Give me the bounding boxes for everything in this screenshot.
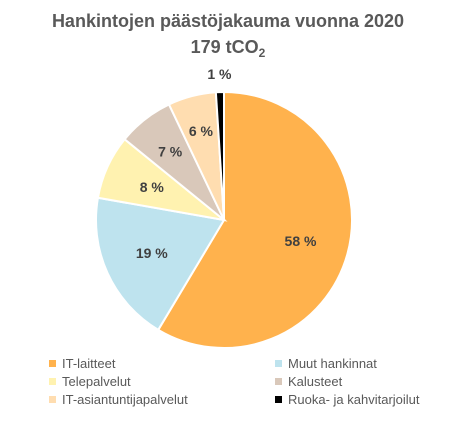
pie-slice-1 bbox=[156, 90, 353, 349]
legend-label-2: Muut hankinnat bbox=[288, 356, 377, 371]
legend-swatch-1 bbox=[49, 360, 56, 367]
legend-label-4: Kalusteet bbox=[288, 374, 343, 389]
slice-label-1: 58 % bbox=[285, 233, 317, 249]
legend-label-1: IT-laitteet bbox=[62, 356, 116, 371]
legend-swatch-6 bbox=[275, 396, 282, 403]
slice-label-4: 7 % bbox=[158, 144, 183, 160]
chart-subtitle-subscript: 2 bbox=[259, 46, 266, 60]
slice-label-6: 1 % bbox=[207, 66, 232, 82]
legend-swatch-2 bbox=[275, 360, 282, 367]
pie-slice-6 bbox=[214, 90, 225, 221]
legend-swatch-4 bbox=[275, 378, 282, 385]
legend: IT-laitteet Muut hankinnat Telepalvelut Kal… bbox=[49, 356, 420, 407]
chart-subtitle-main: 179 tCO bbox=[191, 37, 259, 57]
legend-label-3: Telepalvelut bbox=[62, 374, 131, 389]
pie-slice-2 bbox=[95, 196, 226, 332]
legend-swatch-5 bbox=[49, 396, 56, 403]
slice-label-2: 19 % bbox=[136, 245, 168, 261]
legend-label-5: IT-asiantuntijapalvelut bbox=[62, 392, 188, 407]
legend-label-6: Ruoka- ja kahvitarjoilut bbox=[288, 392, 420, 407]
chart-title: Hankintojen päästöjakauma vuonna 2020 bbox=[52, 11, 404, 31]
slice-label-5: 6 % bbox=[189, 123, 214, 139]
pie-slices bbox=[95, 90, 353, 349]
slice-label-3: 8 % bbox=[140, 179, 165, 195]
chart-subtitle: 179 tCO2 bbox=[191, 37, 266, 60]
legend-swatch-3 bbox=[49, 378, 56, 385]
slice-labels: 58 % 19 % 8 % 7 % 6 % 1 % bbox=[136, 66, 317, 261]
